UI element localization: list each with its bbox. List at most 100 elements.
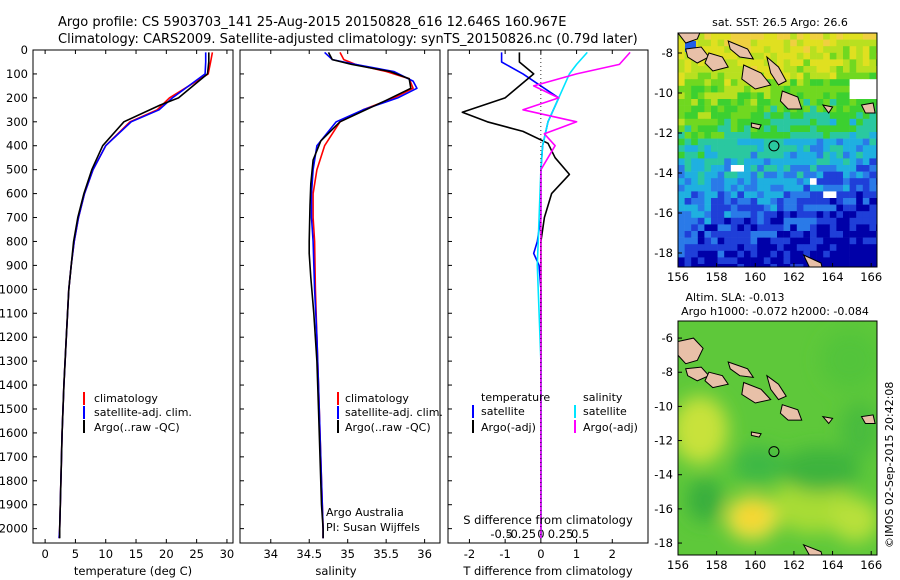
sst-cell [704,250,712,258]
sst-cell [810,118,817,126]
sst-cell [816,244,824,252]
sst-cell [796,46,804,54]
sst-cell [816,66,824,73]
sst-map-title: sat. SST: 26.5 Argo: 26.6 [712,16,848,29]
lon-tick-label: 156 [667,558,689,572]
sst-cell [783,46,791,54]
sst-cell [783,250,791,258]
sst-cell [678,244,685,252]
sst-cell [757,191,765,199]
sst-cell [724,72,732,80]
sst-cell [829,66,837,73]
sst-cell [757,250,765,258]
sst-cell [770,244,778,252]
sst-cell [856,105,864,113]
sst-cell [843,118,850,126]
sst-cell [803,217,811,225]
sst-cell [763,125,771,133]
sst-cell [750,46,758,54]
sst-cell [803,211,811,219]
sst-cell [757,151,765,159]
sst-cell [697,244,705,252]
sst-cell [691,204,699,212]
sst-cell [810,79,817,87]
depth-tick-label: 1700 [0,450,28,464]
sst-cell [697,165,705,172]
sst-cell [803,250,811,258]
sst-cell [770,92,778,100]
sst-cell [678,211,685,219]
sst-cell [823,145,831,153]
sst-cell [836,138,844,146]
sst-cell [737,198,745,205]
sst-cell [849,165,857,172]
sst-cell [717,217,725,225]
sst-cell [777,112,784,120]
sst-cell [763,112,771,120]
sst-cell [816,92,824,100]
sst-cell [711,191,718,199]
sst-cell [777,138,784,146]
sst-cell [730,165,738,172]
sst-cell [704,132,712,139]
sst-cell [684,231,692,238]
sst-cell [730,184,738,192]
sst-cell [836,33,844,40]
difference-panel: -2 -1 0 1 2 -0.5-0.25 0 0.250.5 T difference f… [447,49,649,578]
sst-cell [750,231,758,238]
sst-cell [691,165,699,172]
sst-cell [691,244,699,252]
difference-axes-frame [447,49,649,544]
sst-cell [744,33,751,40]
sst-cell [684,59,692,67]
depth-tick-label: 1900 [0,498,28,512]
sst-cell [790,250,798,258]
sst-cell [796,257,804,265]
sst-cell [684,145,692,153]
sst-cell [796,85,804,93]
sst-cell [717,198,725,205]
sst-cell [869,264,877,267]
lat-tick-label: -14 [654,166,673,180]
sst-cell [816,85,824,93]
sst-cell [856,211,864,219]
sst-cell [763,250,771,258]
sst-cell [803,39,811,47]
sst-cell [862,132,870,139]
s-difference-tick-labels: -0.5-0.25 0 0.250.5 [490,527,589,541]
island [779,404,803,421]
sst-cell [829,257,837,265]
sst-cell [730,178,738,186]
sst-cell [783,264,791,267]
sst-cell [744,118,751,126]
sst-cell [803,224,811,232]
sst-cell [724,112,732,120]
sst-cell [849,237,857,245]
sst-cell [816,231,824,238]
sst-cell [704,112,712,120]
sst-cell [777,224,784,232]
sst-cell [737,244,745,252]
sst-cell [678,224,685,232]
sst-cell [843,132,850,139]
sst-cell [790,151,798,159]
sst-cell [862,191,870,199]
sst-cell [856,264,864,267]
sst-cell [790,217,798,225]
sst-cell [757,66,765,73]
sst-cell [711,257,718,265]
lon-tick-label: 166 [860,270,882,284]
sst-cell [790,224,798,232]
sst-cell [790,132,798,139]
sst-cell [717,99,725,106]
x-tick-label: 34 [263,547,278,561]
lat-tick-label: -8 [662,46,673,60]
sst-cell [816,79,824,87]
sst-cell [711,145,718,153]
depth-tick-labels: 0 100 200 300 400 500 600 700 800 900 1000 1100 1200… [0,43,37,536]
sst-cell [678,257,685,265]
sst-cell [724,237,732,245]
sst-cell [724,92,732,100]
sst-cell [790,85,798,93]
sst-cell [730,118,738,126]
